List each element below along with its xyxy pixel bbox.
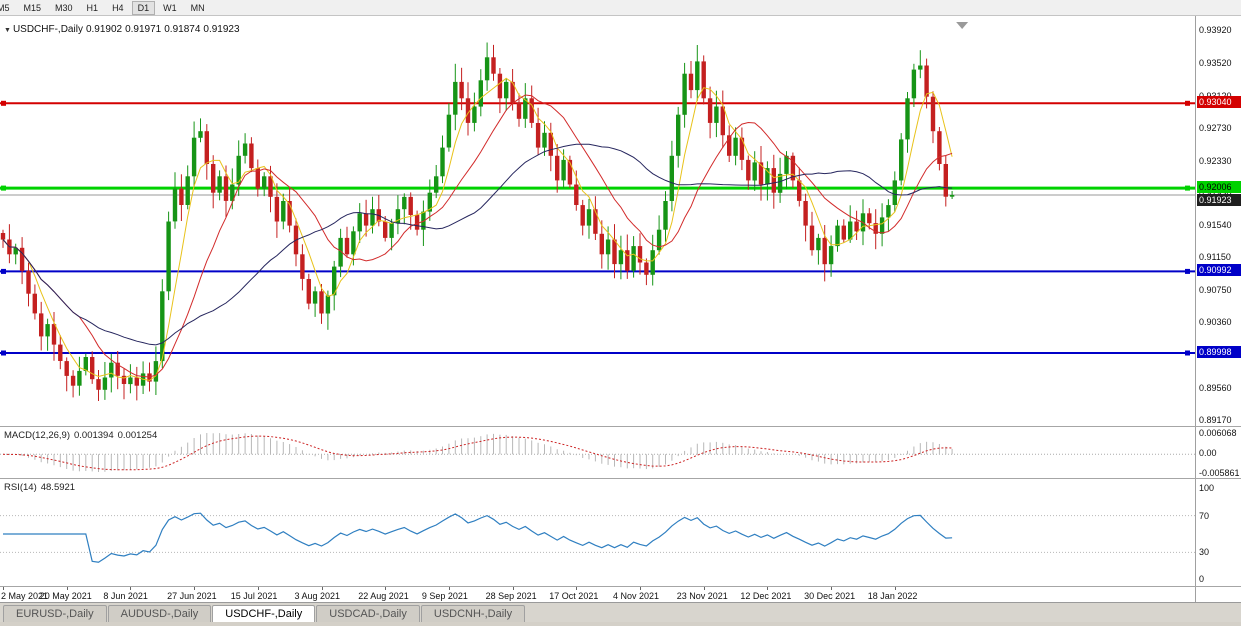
rsi-axis-30: 30 [1199,547,1210,558]
timeframe-button-d1[interactable]: D1 [131,0,156,15]
rsi-axis-0: 0 [1199,574,1205,584]
date-tick [704,587,705,590]
timeframe-button-h4[interactable]: H4 [112,2,124,13]
hline-price-tag[interactable]: 0.93040 [1197,96,1241,109]
date-tick [322,587,323,590]
date-label: 9 Sep 2021 [421,591,468,601]
date-tick [767,587,768,590]
date-tick [3,587,4,590]
timeframe-button-m15[interactable]: M15 [23,2,42,13]
current-price-tag: 0.91923 [1197,193,1241,206]
rsi-axis-100: 100 [1199,483,1215,493]
macd-main-value: 0.001394 [74,430,114,441]
timeframe-toolbar: M5 M15 M30 H1 H4 D1 W1 MN [0,0,1241,16]
date-tick [385,587,386,590]
panel-separator-main-macd[interactable] [0,426,1241,427]
symbol-name: USDCHF-,Daily [12,24,83,35]
date-label: 30 Dec 2021 [804,591,856,601]
panel-separator-macd-rsi[interactable] [0,478,1241,479]
macd-name: MACD(12,26,9) [4,430,70,441]
rsi-axis-70: 70 [1199,510,1210,521]
date-axis[interactable]: 2 May 2021 20 May 2021 8 Jun 2021 27 Jun 20… [0,587,1195,602]
hline-price-tag[interactable]: 0.89998 [1197,346,1241,359]
rsi-label: RSI(14) 48.5921 [4,482,79,493]
price-tick: 0.91150 [1199,252,1231,263]
chart-tab-usdcad[interactable]: USDCAD-,Daily [316,605,420,622]
timeframe-buttons: M5 M15 M30 H1 H4 D1 W1 MN [0,0,1241,15]
chart-tab-audusd[interactable]: AUDUSD-,Daily [107,605,212,622]
price-tick: 0.89560 [1199,382,1232,393]
chart-area[interactable]: ▼ USDCHF-,Daily 0.91902 0.91971 0.91874 0.919… [0,16,1241,602]
price-tick: 0.91540 [1199,220,1232,231]
timeframe-button-m30[interactable]: M30 [55,2,73,13]
panel-separator-rsi-dates [0,586,1241,587]
price-tick: 0.93120 [1199,91,1232,101]
ohlc-low: 0.91874 [164,24,201,35]
date-tick [513,587,514,590]
candlestick-plot[interactable] [0,16,1195,602]
macd-axis-min: -0.005861 [1199,468,1240,478]
rsi-name: RSI(14) [4,482,37,493]
price-tick: 0.92730 [1199,122,1232,133]
price-tick: 0.93920 [1199,25,1232,35]
date-tick [576,587,577,590]
date-tick [895,587,896,590]
chart-tab-eurusd[interactable]: EURUSD-,Daily [3,605,107,622]
ohlc-close: 0.91923 [203,24,240,35]
date-label: 12 Dec 2021 [740,591,792,601]
date-label: 4 Nov 2021 [613,591,660,601]
price-tick: 0.90360 [1199,317,1232,328]
date-label: 17 Oct 2021 [549,591,599,601]
date-label: 2 May 2021 [1,591,49,601]
timeframe-button-m5[interactable]: M5 [0,2,10,13]
date-label: 3 Aug 2021 [294,591,341,601]
date-tick [258,587,259,590]
chart-shift-icon[interactable] [956,22,969,29]
date-label: 22 Aug 2021 [358,591,409,601]
ohlc-open: 0.91902 [85,24,123,35]
price-tick: 0.90750 [1199,285,1232,296]
date-label: 18 Jan 2022 [867,591,918,601]
rsi-value: 48.5921 [40,482,76,493]
date-tick [640,587,641,590]
date-tick [449,587,450,590]
price-tick: 0.89170 [1199,415,1232,425]
chart-symbol-header: ▼ USDCHF-,Daily 0.91902 0.91971 0.91874 0.919… [4,24,243,35]
macd-axis-max: 0.006068 [1199,428,1237,438]
timeframe-button-mn[interactable]: MN [190,2,205,13]
timeframe-button-w1[interactable]: W1 [163,2,177,13]
chart-tabbar: EURUSD-,Daily AUDUSD-,Daily USDCHF-,Daily U… [0,602,1241,622]
date-tick [831,587,832,590]
price-tick: 0.92330 [1199,155,1232,166]
statusbar-strip [0,622,1241,626]
price-axis[interactable]: 0.93920 0.93520 0.93120 0.92730 0.92330 0.919… [1195,16,1241,602]
macd-label: MACD(12,26,9) 0.001394 0.001254 [4,430,161,441]
date-label: 23 Nov 2021 [676,591,728,601]
timeframe-button-h1[interactable]: H1 [86,2,99,13]
chart-tab-usdcnh[interactable]: USDCNH-,Daily [420,605,526,622]
date-label: 27 Jun 2021 [167,591,217,601]
symbol-dropdown-icon[interactable]: ▼ [4,27,11,34]
hline-price-tag[interactable]: 0.90992 [1197,264,1241,277]
date-label: 8 Jun 2021 [103,591,148,601]
chart-tab-usdchf[interactable]: USDCHF-,Daily [212,605,316,622]
date-tick [130,587,131,590]
price-tick: 0.91930 [1199,188,1232,198]
price-tick: 0.93520 [1199,57,1232,68]
date-tick [194,587,195,590]
date-label: 20 May 2021 [39,591,92,601]
ohlc-high: 0.91971 [125,24,162,35]
macd-signal-value: 0.001254 [117,430,158,441]
date-tick [67,587,68,590]
date-label: 28 Sep 2021 [485,591,537,601]
date-label: 15 Jul 2021 [230,591,278,601]
hline-price-tag[interactable]: 0.92006 [1197,181,1241,194]
macd-axis-zero: 0.00 [1199,448,1217,459]
